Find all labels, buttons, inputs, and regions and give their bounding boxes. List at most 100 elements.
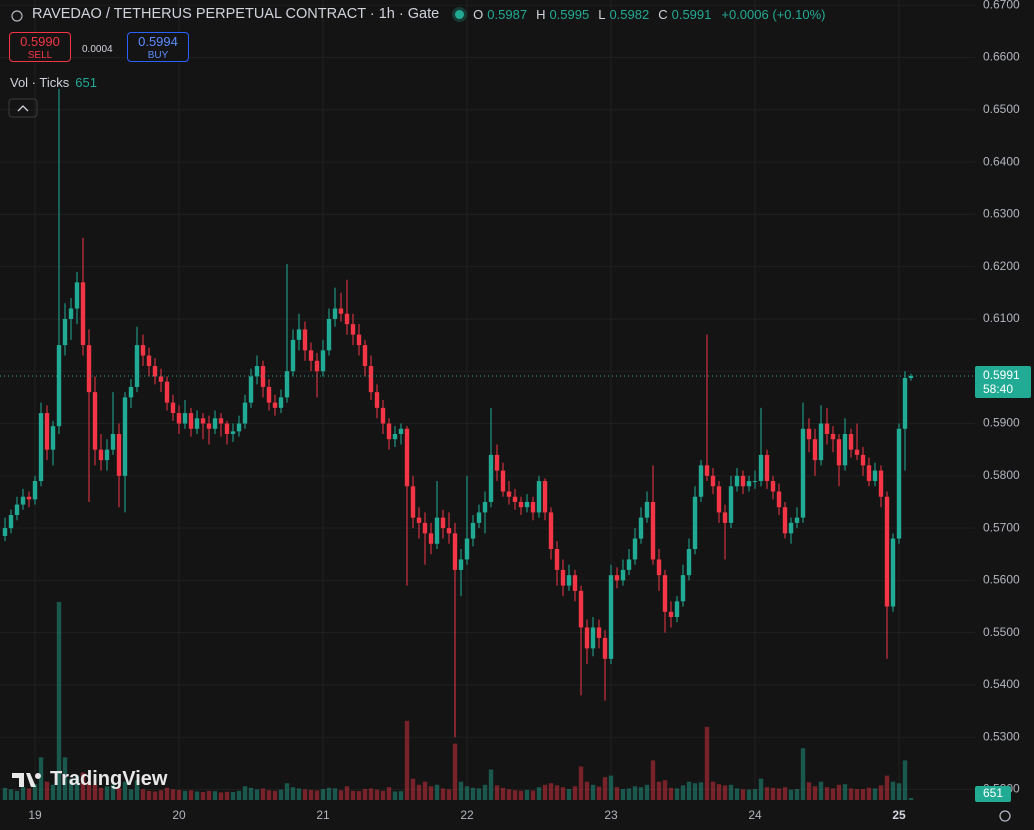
volume-bar xyxy=(338,790,344,800)
candle-body xyxy=(572,575,578,591)
sell-button[interactable]: 0.5990 SELL xyxy=(9,32,71,62)
candle-body xyxy=(302,329,308,351)
volume-bar xyxy=(872,788,878,800)
volume-bar xyxy=(50,784,56,800)
candle-body xyxy=(512,496,518,502)
candle-body xyxy=(410,486,416,518)
volume-bar xyxy=(182,790,188,800)
volume-bar xyxy=(14,790,20,800)
candle-body xyxy=(452,533,458,570)
volume-bar xyxy=(830,788,836,800)
candle-body xyxy=(764,454,770,482)
volume-bar xyxy=(536,787,542,800)
volume-bar xyxy=(890,781,896,800)
ohlc-key: C xyxy=(658,6,668,22)
volume-bar xyxy=(242,786,248,800)
candle-body xyxy=(680,575,686,602)
candle-body xyxy=(500,470,506,492)
ohlc-key: L xyxy=(598,6,606,22)
candle-body xyxy=(8,515,14,529)
candle-body xyxy=(470,522,476,539)
sell-label: SELL xyxy=(27,50,53,61)
candle-body xyxy=(74,282,80,309)
volume-bar xyxy=(698,782,704,800)
candle-body xyxy=(44,413,50,450)
volume-bar xyxy=(578,766,584,800)
candle-body xyxy=(806,428,812,440)
volume-bar xyxy=(632,786,638,800)
volume-bar xyxy=(644,784,650,800)
volume-bar xyxy=(776,788,782,800)
volume-bar xyxy=(26,788,32,800)
x-tick-label: 22 xyxy=(460,808,474,822)
candle-body xyxy=(266,386,272,403)
candle-body xyxy=(770,481,776,492)
candle-body xyxy=(344,313,350,325)
x-tick-label: 24 xyxy=(748,808,762,822)
candle-body xyxy=(164,381,170,403)
x-tick-label: 20 xyxy=(172,808,186,822)
volume-bar xyxy=(854,789,860,800)
candle-body xyxy=(398,428,404,434)
candle-body xyxy=(188,413,194,429)
candle-body xyxy=(710,475,716,487)
candle-body xyxy=(584,627,590,649)
candle-body xyxy=(734,475,740,487)
y-tick-label: 0.6200 xyxy=(983,259,1020,273)
candle-body xyxy=(242,402,248,424)
candle-body xyxy=(800,428,806,518)
y-tick-label: 0.5500 xyxy=(983,625,1020,639)
candle-body xyxy=(32,481,38,500)
y-tick-label: 0.6500 xyxy=(983,102,1020,116)
buy-button[interactable]: 0.5994 BUY xyxy=(127,32,189,62)
ohlc-value: 0.5995 xyxy=(549,6,590,22)
settings-button[interactable] xyxy=(999,810,1011,822)
candle-body xyxy=(626,559,632,570)
candle-body xyxy=(290,339,296,372)
volume-bar xyxy=(434,784,440,800)
candle-body xyxy=(338,308,344,314)
volume-bar xyxy=(56,602,62,800)
volume-bar xyxy=(188,790,194,800)
candle-body xyxy=(668,611,674,617)
volume-bar xyxy=(104,786,110,800)
volume-bar xyxy=(710,781,716,800)
volume-bar xyxy=(38,757,44,800)
collapse-button[interactable] xyxy=(8,98,38,118)
x-tick-label: 23 xyxy=(604,808,618,822)
volume-bar xyxy=(392,791,398,800)
volume-bar xyxy=(530,790,536,800)
symbol-icon xyxy=(11,10,23,22)
volume-bar xyxy=(860,789,866,800)
candle-body xyxy=(332,308,338,319)
volume-bar xyxy=(410,778,416,800)
candle-body xyxy=(26,496,32,500)
y-tick-label: 0.5600 xyxy=(983,573,1020,587)
volume-bar xyxy=(278,789,284,800)
volume-bar xyxy=(446,789,452,800)
candle-body xyxy=(812,439,818,461)
price-tag-label: 0.5991 xyxy=(983,368,1020,382)
volume-bar xyxy=(608,775,614,800)
candle-body xyxy=(140,345,146,356)
candle-body xyxy=(368,366,374,393)
volume-bar xyxy=(554,785,560,800)
volume-bar xyxy=(770,787,776,800)
change: +0.0006 (+0.10%) xyxy=(721,6,826,22)
volume-bar xyxy=(716,784,722,800)
candle-body xyxy=(866,465,872,482)
volume-bar xyxy=(92,784,98,800)
volume-bar xyxy=(62,757,68,800)
volume-bar xyxy=(488,769,494,800)
volume-bar xyxy=(584,781,590,800)
volume-bar xyxy=(98,787,104,800)
volume-bar xyxy=(122,781,128,800)
volume-bar xyxy=(32,784,38,800)
volume-bar xyxy=(656,781,662,800)
volume-bar xyxy=(746,789,752,800)
ohlc-key: H xyxy=(536,6,546,22)
volume-bar xyxy=(272,790,278,800)
candle-body xyxy=(776,491,782,508)
candle-body xyxy=(482,501,488,513)
volume-bar xyxy=(254,789,260,800)
